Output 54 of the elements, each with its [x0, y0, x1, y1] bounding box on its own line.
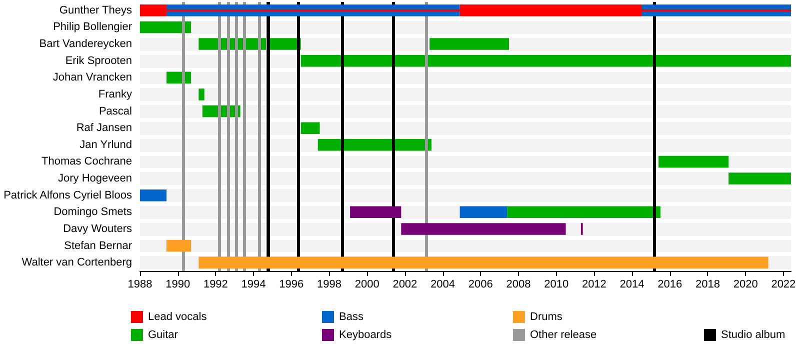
legend-label: Studio album	[721, 329, 786, 341]
y-tick-label: Philip Bollengier	[53, 21, 132, 34]
legend-label: Keyboards	[339, 329, 392, 341]
x-tick-label: 2000	[354, 278, 380, 290]
y-tick-label: Jory Hogeveen	[58, 172, 132, 185]
x-tick-label: 2006	[468, 278, 493, 290]
x-tick-label: 2008	[506, 278, 531, 290]
y-tick-label: Bart Vandereycken	[39, 38, 132, 50]
y-tick-label: Walter van Cortenberg	[22, 256, 132, 269]
bar	[658, 156, 729, 168]
x-tick-label: 1996	[279, 278, 304, 290]
bar	[401, 223, 566, 235]
y-tick-label: Franky	[98, 88, 132, 100]
x-tick-label: 1988	[128, 278, 152, 290]
bar	[430, 38, 510, 50]
y-tick-label: Erik Sprooten	[65, 54, 132, 67]
bar	[300, 122, 320, 134]
x-tick-label: 2022	[771, 278, 796, 290]
y-tick-label: Raf Jansen	[76, 122, 132, 134]
x-tick-label: 2018	[695, 278, 720, 290]
legend-label: Guitar	[148, 329, 178, 341]
bar	[198, 88, 204, 100]
y-tick-label: Thomas Cochrane	[41, 156, 132, 168]
x-tick-label: 2010	[544, 278, 569, 290]
bar	[318, 139, 432, 151]
bar	[140, 21, 192, 34]
y-tick-label: Gunther Theys	[59, 4, 132, 16]
bar	[166, 240, 192, 252]
y-tick-label: Patrick Alfons Cyriel Bloos	[4, 189, 132, 202]
x-tick-label: 2016	[658, 278, 682, 290]
y-tick-label: Stefan Bernar	[64, 240, 132, 252]
x-tick-label: 2012	[582, 278, 606, 290]
y-tick-label: Domingo Smets	[54, 206, 132, 218]
x-tick-label: 1990	[166, 278, 190, 290]
y-tick-label: Davy Wouters	[63, 222, 132, 235]
y-tick-label: Johan Vrancken	[52, 72, 132, 84]
legend-label: Bass	[339, 311, 364, 323]
legend-label: Other release	[530, 329, 597, 341]
bar	[140, 189, 166, 202]
x-tick-label: 1994	[241, 278, 266, 290]
bar	[460, 206, 508, 218]
x-tick-label: 2020	[733, 278, 758, 290]
x-tick-label: 2004	[430, 278, 456, 290]
legend-label: Lead vocals	[148, 311, 208, 323]
y-tick-label: Pascal	[98, 105, 132, 118]
x-tick-label: 2014	[620, 278, 644, 290]
bar	[507, 206, 660, 218]
x-tick-label: 1998	[316, 278, 342, 290]
y-tick-label: Jan Yrlund	[80, 138, 132, 151]
x-tick-label: 1992	[203, 278, 228, 290]
bar	[350, 206, 402, 218]
x-tick-label: 2002	[392, 278, 418, 290]
bar	[728, 172, 791, 184]
legend-label: Drums	[530, 311, 563, 323]
